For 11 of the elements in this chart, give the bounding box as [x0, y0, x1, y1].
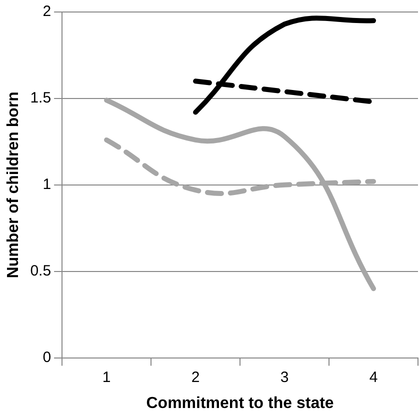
y-tick-label: 0.5 — [30, 262, 52, 280]
x-tick-label: 4 — [369, 368, 378, 386]
y-tick-label: 1 — [42, 176, 52, 194]
y-tick-label: 2 — [42, 3, 52, 20]
x-tick-label: 2 — [191, 368, 200, 386]
y-tick-label: 0 — [42, 348, 52, 366]
y-axis-title: Number of children born — [5, 92, 22, 278]
y-tick-label: 1.5 — [30, 90, 52, 107]
x-tick-label: 3 — [280, 368, 289, 386]
x-axis-title: Commitment to the state — [146, 394, 334, 412]
x-tick-label: 1 — [102, 368, 111, 386]
